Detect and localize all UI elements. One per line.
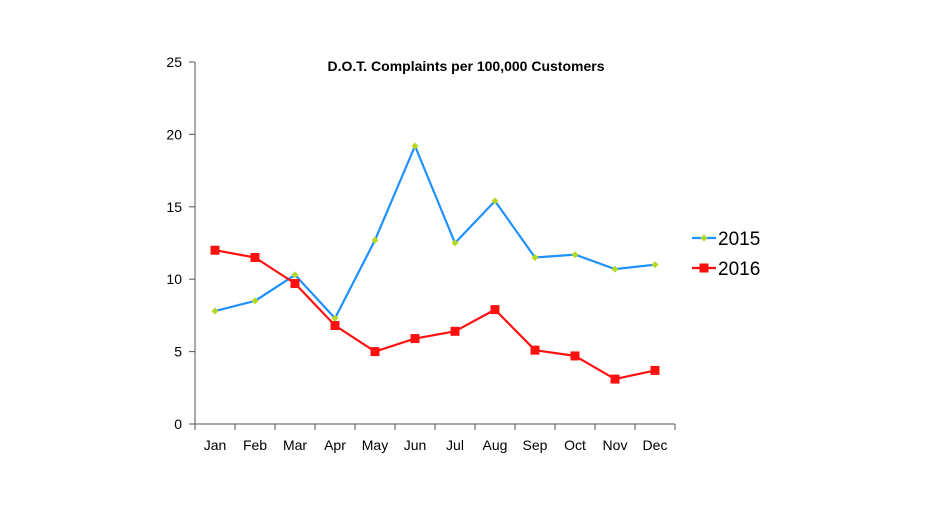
data-point: [331, 314, 339, 322]
legend: 2015 2016: [692, 229, 760, 280]
x-tick-label: Feb: [243, 437, 267, 453]
y-tick-label: 0: [174, 416, 182, 432]
data-point: [251, 297, 259, 305]
legend-label: 2015: [718, 229, 760, 250]
legend-item: 2015: [692, 229, 760, 250]
data-point: [211, 307, 219, 315]
series-2015: [211, 142, 659, 322]
data-point: [450, 326, 460, 336]
x-tick-label: Oct: [564, 437, 586, 453]
legend-marker: [699, 263, 709, 273]
legend-label: 2016: [718, 259, 760, 280]
x-tick-label: Nov: [603, 437, 628, 453]
x-tick-label: Mar: [283, 437, 307, 453]
data-point: [491, 197, 499, 205]
data-point: [410, 334, 420, 344]
data-point: [531, 253, 539, 261]
data-point: [651, 261, 659, 269]
x-tick-label: Dec: [643, 437, 668, 453]
data-point: [451, 239, 459, 247]
x-tick-label: Jul: [446, 437, 464, 453]
data-point: [371, 236, 379, 244]
x-tick-label: Apr: [324, 437, 346, 453]
data-point: [490, 305, 500, 315]
legend-marker: [700, 234, 708, 242]
data-point: [210, 245, 220, 255]
y-tick-label: 25: [166, 54, 182, 70]
data-point: [611, 265, 619, 273]
x-tick-label: Aug: [483, 437, 508, 453]
data-point: [291, 271, 299, 279]
x-tick-label: Sep: [523, 437, 548, 453]
series-2016: [210, 245, 660, 384]
y-tick-label: 15: [166, 199, 182, 215]
y-tick-label: 20: [166, 126, 182, 142]
series-layer: [210, 142, 660, 384]
series-line: [214, 249, 656, 381]
data-point: [530, 345, 540, 355]
data-point: [250, 252, 260, 262]
data-point: [571, 251, 579, 259]
chart-title: D.O.T. Complaints per 100,000 Customers: [328, 58, 605, 74]
data-point: [650, 365, 660, 375]
data-point: [570, 351, 580, 361]
legend-item: 2016: [692, 259, 760, 280]
x-tick-label: May: [362, 437, 388, 453]
data-point: [330, 321, 340, 331]
data-point: [370, 347, 380, 357]
y-tick-label: 10: [166, 271, 182, 287]
x-tick-label: Jan: [204, 437, 227, 453]
y-tick-label: 5: [174, 344, 182, 360]
data-point: [411, 142, 419, 150]
series-line: [214, 144, 656, 320]
data-point: [610, 374, 620, 384]
data-point: [290, 279, 300, 289]
x-tick-label: Jun: [404, 437, 427, 453]
axes: 0 5 10 15 20 25 Jan Feb Mar Apr May Jun Jul Aug Sep Oct…: [166, 54, 676, 453]
